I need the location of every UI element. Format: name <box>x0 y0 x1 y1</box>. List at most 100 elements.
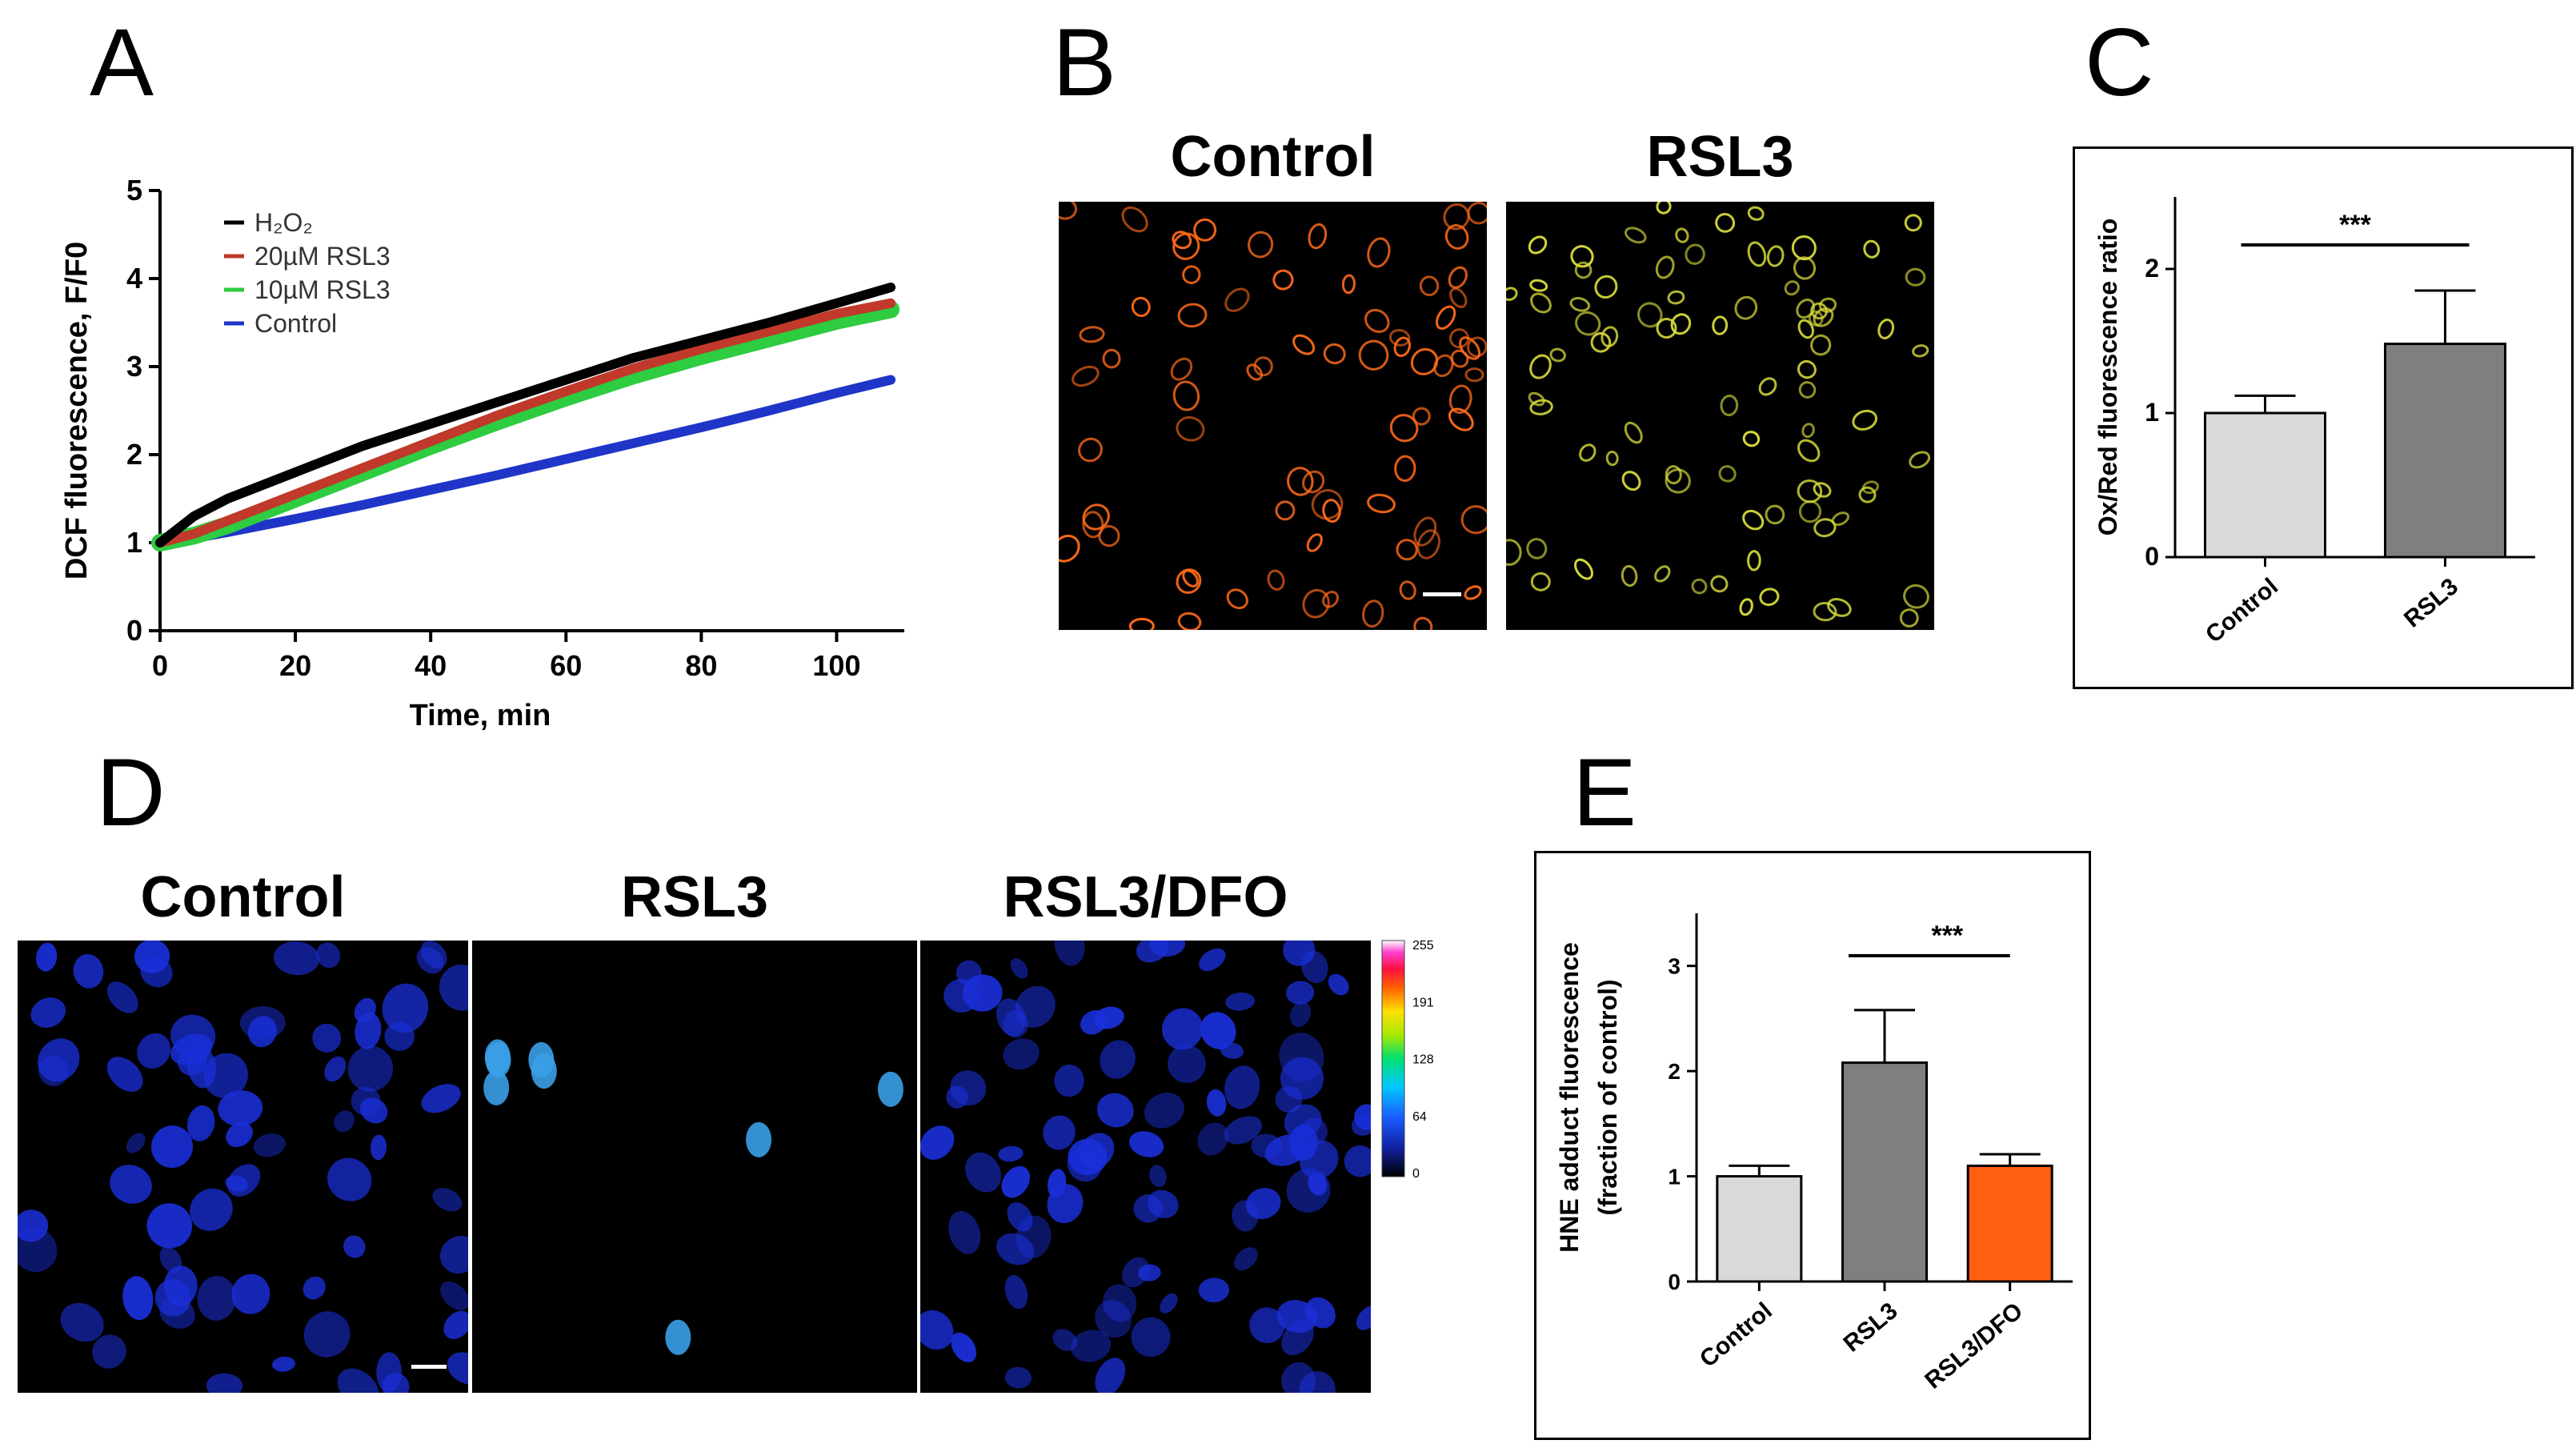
cell-mark <box>1248 231 1274 259</box>
cell-mark <box>1356 1306 1371 1330</box>
y-axis-label: Ox/Red fluorescence ratio <box>2093 219 2122 536</box>
image-title-b-rsl3: RSL3 <box>1646 125 1794 189</box>
micrograph-b-rsl3 <box>1506 202 1934 630</box>
cell-mark <box>1460 505 1487 535</box>
cell-mark <box>1747 206 1765 221</box>
cell-mark <box>137 1033 171 1069</box>
cell-mark <box>483 1069 510 1105</box>
cell-mark <box>1007 1201 1033 1232</box>
scale-bar <box>411 1365 447 1369</box>
cell-mark <box>60 1302 104 1342</box>
cell-mark <box>1234 1247 1258 1271</box>
cell-mark <box>1435 305 1456 330</box>
cell-mark <box>1177 303 1208 328</box>
cell-mark <box>440 1281 468 1310</box>
cell-mark <box>203 1053 248 1099</box>
cell-mark <box>1467 336 1487 358</box>
cell-mark <box>955 960 982 986</box>
cell-mark <box>1413 616 1433 630</box>
cell-mark <box>1200 1012 1236 1049</box>
cell-mark <box>1199 948 1226 972</box>
cell-mark <box>218 1090 263 1126</box>
cell-mark <box>1810 302 1828 320</box>
x-tick-label: 40 <box>415 649 447 682</box>
y-tick-label: 5 <box>126 174 142 207</box>
y-tick-label: 1 <box>1668 1165 1681 1189</box>
image-title-d-rsl3: RSL3 <box>620 865 769 929</box>
cell-mark <box>1433 354 1454 378</box>
cell-mark <box>1354 1104 1371 1130</box>
y-axis-label-2: (fraction of control) <box>1593 979 1622 1215</box>
cell-mark <box>273 941 320 976</box>
cell-mark <box>1637 302 1663 328</box>
bar-1 <box>2384 343 2506 559</box>
cell-mark <box>1656 202 1672 215</box>
x-tick-label: 60 <box>550 649 582 682</box>
cell-mark <box>1078 437 1103 463</box>
cell-mark <box>1224 1065 1260 1109</box>
cell-mark <box>484 1039 511 1075</box>
cell-mark <box>1412 407 1431 426</box>
cell-mark <box>303 1311 351 1358</box>
cell-mark <box>1784 280 1800 296</box>
category-label: RSL3 <box>1839 1298 1903 1358</box>
cell-mark <box>1364 308 1390 333</box>
cell-mark <box>197 1275 237 1321</box>
cell-mark <box>1095 1300 1132 1338</box>
cell-mark <box>376 1352 403 1393</box>
hne-bar-chart: 0 1 2 3 Control RSL3 RSL3/DFO *** HNE adduct flu… <box>1555 913 2073 1394</box>
cell-mark <box>531 1053 557 1089</box>
cell-mark <box>1801 423 1815 439</box>
cell-mark <box>1341 274 1356 295</box>
cell-mark <box>1448 266 1468 289</box>
cell-mark <box>1624 421 1643 444</box>
cell-mark <box>312 1023 342 1053</box>
cell-mark <box>443 1310 468 1339</box>
cell-mark <box>1530 292 1552 314</box>
legend-label: 10µM RSL3 <box>254 275 391 304</box>
panel-letter-e: E <box>1572 739 1637 846</box>
colorbar-gradient <box>1381 940 1405 1177</box>
bar-2 <box>1966 1164 2053 1283</box>
cell-mark <box>1131 296 1151 318</box>
cell-mark <box>206 1373 243 1393</box>
cell-mark <box>920 1310 954 1350</box>
cell-mark <box>1121 1257 1150 1288</box>
cell-mark <box>1685 243 1705 265</box>
cell-mark <box>746 1121 772 1157</box>
cell-mark <box>110 1165 152 1204</box>
colorbar-tick-label: 0 <box>1412 1167 1420 1181</box>
legend-label: 20µM RSL3 <box>254 242 391 271</box>
cell-mark <box>1594 275 1618 299</box>
y-tick-label: 0 <box>2145 542 2159 571</box>
cell-mark <box>1739 598 1753 616</box>
bar-0 <box>1716 1175 1803 1283</box>
cell-mark <box>1292 334 1316 355</box>
cell-mark <box>1759 588 1780 607</box>
cell-mark <box>382 983 429 1033</box>
cell-mark <box>1052 1329 1078 1351</box>
x-tick-label: 80 <box>685 649 717 682</box>
cell-mark <box>421 1084 461 1113</box>
y-tick-label: 1 <box>2145 398 2159 427</box>
cell-mark <box>1389 414 1419 443</box>
panel-letter-b: B <box>1052 9 1117 116</box>
cell-mark <box>1226 588 1248 610</box>
cell-mark <box>1129 1131 1164 1157</box>
cell-mark <box>1358 339 1389 371</box>
cell-mark <box>1449 287 1468 308</box>
cell-mark <box>231 1274 270 1314</box>
cell-mark <box>1182 569 1199 588</box>
cell-mark <box>1054 941 1085 966</box>
cell-mark <box>1287 467 1314 496</box>
legend-label: H₂O₂ <box>254 208 313 237</box>
cell-mark <box>1281 1320 1314 1356</box>
cell-mark <box>1766 245 1785 267</box>
cell-mark <box>1103 1284 1137 1322</box>
cell-mark <box>1144 1093 1184 1129</box>
cell-mark <box>1249 1307 1285 1344</box>
cell-mark <box>1300 1117 1328 1146</box>
cell-mark <box>73 953 104 989</box>
image-title-d-rsl3dfo: RSL3/DFO <box>1003 865 1288 929</box>
cell-mark <box>1082 511 1104 539</box>
